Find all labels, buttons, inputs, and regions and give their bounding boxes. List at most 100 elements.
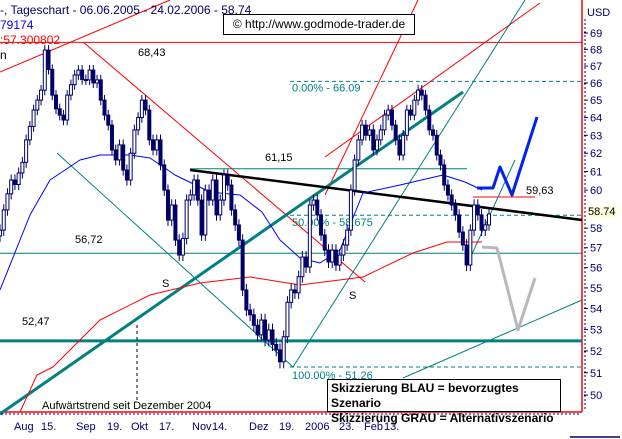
candle-body <box>259 319 264 336</box>
candle-body <box>337 254 342 266</box>
candle-body <box>281 336 286 363</box>
candle-body <box>87 69 92 81</box>
candle-body <box>199 199 204 236</box>
candle-body <box>24 139 29 163</box>
candle-body <box>266 329 271 341</box>
candle-body <box>214 179 219 216</box>
fib-label: 0.00% - 66.09 <box>292 82 361 94</box>
candle-body <box>0 229 2 237</box>
candle-body <box>289 289 294 303</box>
candle-body <box>102 99 107 116</box>
candle-body <box>330 249 335 263</box>
candle-body <box>360 124 365 141</box>
last-price-label: 58.74 <box>586 206 618 218</box>
y-tick-label: 68 <box>590 44 602 56</box>
scenario-legend: Skizzierung BLAU = bevorzugtes Szenario … <box>327 379 561 425</box>
candle-body <box>143 99 148 111</box>
y-tick-label: 55 <box>590 283 602 295</box>
candle-body <box>315 199 320 216</box>
candle-body <box>397 139 402 156</box>
candle-body <box>296 276 301 294</box>
candle-body <box>5 193 10 211</box>
scenario-gray-path <box>481 245 537 332</box>
candle-body <box>210 179 215 201</box>
candle-body <box>468 229 473 266</box>
candle-body <box>162 164 167 191</box>
level-label-59: 59,63 <box>526 185 554 197</box>
candle-body <box>352 159 357 191</box>
candle-body <box>457 214 462 233</box>
candle-body <box>412 99 417 116</box>
candle-body <box>378 129 383 141</box>
candle-body <box>460 231 465 246</box>
candle-body <box>9 179 14 195</box>
candle-body <box>109 124 114 151</box>
level-label-61: 61,15 <box>265 152 293 164</box>
candle-body <box>20 161 25 174</box>
candle-body <box>248 309 253 316</box>
candle-body <box>113 149 118 161</box>
candle-body <box>277 349 282 363</box>
candle-body <box>177 239 182 256</box>
copyright-box: © http://www.godmode-trader.de <box>223 14 415 35</box>
candle-body <box>16 172 21 185</box>
candle-body <box>124 169 129 181</box>
candle-body <box>158 139 163 166</box>
y-tick-label: 52 <box>590 346 602 358</box>
y-tick-label: 61 <box>590 167 602 179</box>
candle-body <box>322 234 327 251</box>
y-tick-label: 63 <box>590 130 602 142</box>
candle-body <box>487 213 491 226</box>
teal-up-channel-line <box>292 0 526 368</box>
candle-body <box>203 189 208 236</box>
x-tick-label: 17. <box>159 421 174 433</box>
x-tick-label: Feb <box>364 421 383 433</box>
candle-body <box>371 129 376 151</box>
candle-body <box>408 109 413 116</box>
scenario-blue-path <box>477 116 539 197</box>
support-mark-s: S <box>349 290 356 302</box>
candle-body <box>251 314 256 326</box>
candle-body <box>483 224 488 231</box>
candle-body <box>128 152 133 181</box>
candle-body <box>285 301 290 338</box>
y-tick-label: 58 <box>590 223 602 235</box>
candle-body <box>83 79 88 82</box>
candle-body <box>472 204 477 231</box>
candle-body <box>292 289 297 294</box>
y-tick-label: 53 <box>590 325 602 337</box>
candle-body <box>151 139 156 151</box>
candle-body <box>434 134 439 156</box>
candle-body <box>12 179 17 185</box>
candle-body <box>348 189 353 231</box>
candle-body <box>401 134 406 156</box>
x-tick-label: Dez <box>249 421 269 433</box>
x-tick-label: 15. <box>41 421 56 433</box>
candle-body <box>386 109 391 116</box>
candle-body <box>326 249 331 263</box>
candle-body <box>184 199 189 240</box>
candle-body <box>188 194 193 201</box>
candle-body <box>72 74 77 86</box>
y-tick-label: 66 <box>590 78 602 90</box>
candle-body <box>225 174 230 186</box>
y-tick-label: 51 <box>590 368 602 380</box>
candle-body <box>195 179 200 201</box>
candle-body <box>427 109 432 131</box>
candle-body <box>173 204 178 241</box>
x-tick-label: 19. <box>279 421 294 433</box>
x-tick-label: Nov <box>192 421 212 433</box>
candle-body <box>356 139 361 161</box>
candle-body <box>27 125 32 141</box>
candle-body <box>438 154 443 166</box>
candle-body <box>404 109 409 136</box>
candle-body <box>233 209 238 226</box>
trend-note: Aufwärtstrend seit Dezember 2004 <box>42 400 211 412</box>
candle-body <box>95 79 100 84</box>
candle-body <box>453 204 458 216</box>
candle-body <box>42 49 47 91</box>
x-tick-label: 13. <box>384 421 399 433</box>
candle-body <box>46 49 51 70</box>
